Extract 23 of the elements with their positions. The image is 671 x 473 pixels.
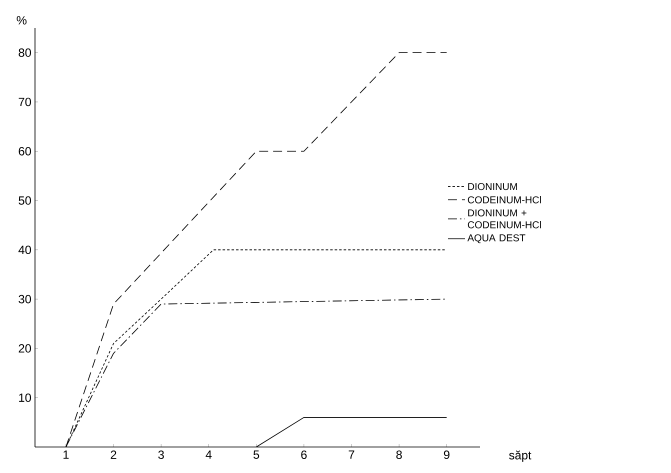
y-tick-label: 40	[18, 246, 32, 254]
y-tick-label: 20	[18, 344, 32, 353]
y-tick-label: 60	[18, 147, 32, 156]
x-tick-label: 3	[158, 450, 164, 459]
x-tick-label: 7	[348, 450, 354, 459]
x-tick-label: 4	[206, 450, 212, 459]
y-axis-title: %	[16, 16, 27, 24]
x-tick-label: 6	[301, 450, 307, 459]
x-tick-label: 5	[253, 450, 260, 459]
y-tick-label: 30	[18, 294, 32, 304]
x-tick-label: 1	[64, 450, 69, 459]
legend-label: DIONINUM	[468, 183, 517, 190]
legend-label: AQUA DEST	[467, 234, 526, 244]
y-tick-label: 80	[18, 48, 32, 57]
x-tick-label: 8	[396, 450, 402, 459]
legend-label: CODEINUM-HCl	[468, 196, 541, 204]
x-tick-label: 2	[110, 450, 116, 459]
y-tick-label: 50	[18, 196, 32, 205]
legend-label: DIONINUM + CODEINUM-HCl	[468, 209, 541, 228]
y-tick-label: 70	[18, 98, 32, 106]
y-tick-label: 10	[19, 393, 32, 402]
x-tick-label: 9	[444, 450, 450, 459]
x-axis-title: săpt	[509, 450, 532, 462]
